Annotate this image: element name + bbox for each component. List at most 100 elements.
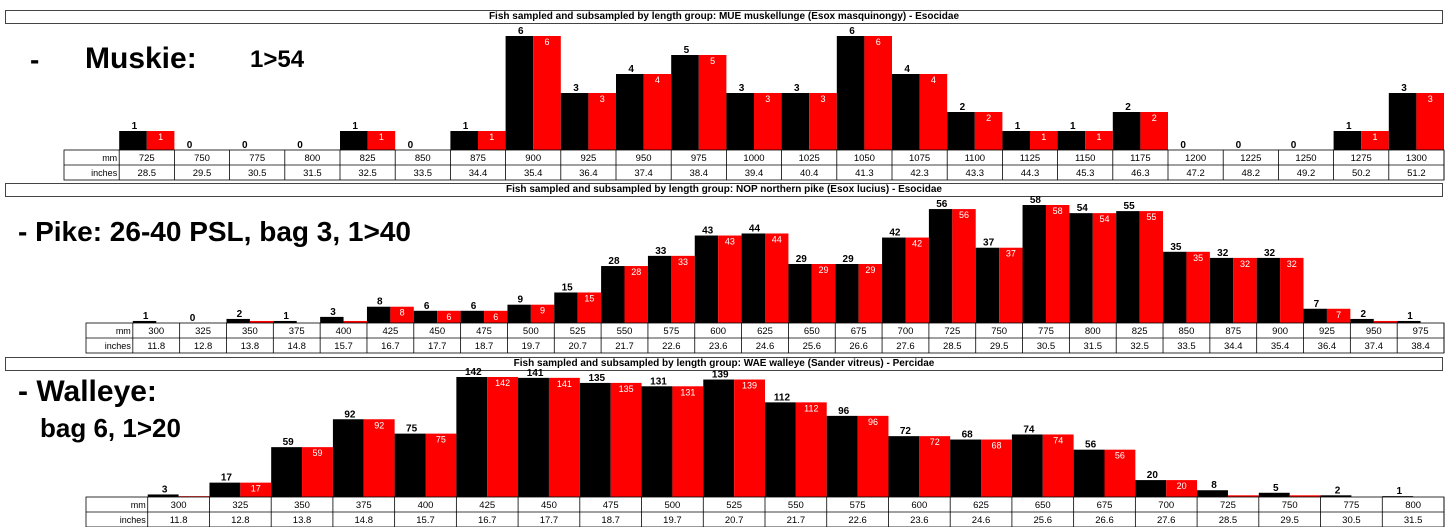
muskie-tick-inches: 50.2 bbox=[1352, 168, 1371, 179]
pike-sampled-count: 1 bbox=[143, 311, 149, 322]
muskie-subsampled-bar bbox=[1361, 131, 1389, 150]
pike-subsampled-bar bbox=[718, 235, 742, 323]
walleye-sampled-count: 59 bbox=[283, 437, 295, 448]
muskie-tick-inches: 36.4 bbox=[579, 168, 598, 179]
walleye-subsampled-bar bbox=[1104, 449, 1136, 497]
muskie-tick-inches: 37.4 bbox=[634, 168, 653, 179]
pike-sampled-count: 9 bbox=[518, 295, 524, 306]
pike-tick-inches: 19.7 bbox=[522, 341, 541, 352]
walleye-panel: Fish sampled and subsampled by length gr… bbox=[0, 357, 1448, 527]
walleye-sampled-bar bbox=[456, 377, 488, 497]
walleye-subsampled-count: 17 bbox=[251, 484, 261, 494]
muskie-sampled-count: 4 bbox=[628, 64, 634, 75]
muskie-row-label-inches: inches bbox=[91, 168, 118, 178]
walleye-sampled-count: 112 bbox=[774, 392, 791, 403]
pike-sampled-count: 15 bbox=[562, 282, 574, 293]
walleye-tick-mm: 650 bbox=[1035, 500, 1051, 511]
pike-sampled-count: 35 bbox=[1170, 242, 1182, 253]
walleye-tick-inches: 28.5 bbox=[1219, 515, 1238, 526]
walleye-sampled-count: 8 bbox=[1211, 480, 1217, 491]
pike-sampled-bar bbox=[601, 266, 625, 323]
muskie-chart-title: Fish sampled and subsampled by length gr… bbox=[5, 10, 1443, 24]
muskie-tick-inches: 41.3 bbox=[855, 168, 874, 179]
muskie-sampled-bar bbox=[119, 131, 147, 150]
pike-subsampled-bar bbox=[765, 233, 789, 323]
pike-subsampled-count: 6 bbox=[446, 312, 451, 322]
muskie-sampled-bar bbox=[1057, 131, 1086, 150]
walleye-tick-inches: 24.6 bbox=[972, 515, 991, 526]
pike-subsampled-count: 28 bbox=[631, 267, 641, 277]
muskie-sampled-count: 0 bbox=[297, 140, 303, 151]
muskie-tick-mm: 1050 bbox=[854, 153, 875, 164]
walleye-note-line2: bag 6, 1>20 bbox=[40, 413, 181, 443]
muskie-tick-inches: 39.4 bbox=[745, 168, 764, 179]
pike-sampled-count: 56 bbox=[936, 199, 948, 210]
muskie-sampled-bar bbox=[1388, 93, 1417, 150]
pike-tick-mm: 975 bbox=[1413, 326, 1429, 337]
walleye-subsampled-bar bbox=[1227, 495, 1259, 497]
pike-sampled-count: 54 bbox=[1077, 203, 1089, 214]
pike-sampled-bar bbox=[1116, 211, 1140, 323]
muskie-tick-inches: 40.4 bbox=[800, 168, 819, 179]
pike-sampled-bar bbox=[1303, 308, 1327, 323]
muskie-subsampled-count: 6 bbox=[876, 37, 881, 47]
walleye-tick-inches: 25.6 bbox=[1034, 515, 1053, 526]
muskie-sampled-count: 1 bbox=[132, 121, 138, 132]
muskie-subsampled-bar bbox=[1140, 112, 1168, 150]
pike-tick-inches: 31.5 bbox=[1084, 341, 1103, 352]
pike-tick-mm: 950 bbox=[1366, 326, 1382, 337]
walleye-sampled-bar bbox=[1382, 496, 1414, 497]
walleye-tick-mm: 800 bbox=[1405, 500, 1421, 511]
pike-sampled-bar bbox=[132, 320, 157, 323]
walleye-note-line1: - Walleye: bbox=[18, 375, 157, 408]
muskie-sampled-count: 0 bbox=[1291, 140, 1297, 151]
walleye-sampled-count: 135 bbox=[588, 373, 605, 384]
pike-tick-inches: 26.6 bbox=[849, 341, 868, 352]
pike-subsampled-count: 6 bbox=[493, 312, 498, 322]
muskie-tick-inches: 30.5 bbox=[248, 168, 267, 179]
muskie-note-name: Muskie: bbox=[85, 42, 197, 75]
pike-tick-inches: 20.7 bbox=[568, 341, 587, 352]
walleye-tick-mm: 450 bbox=[541, 500, 557, 511]
walleye-subsampled-bar bbox=[610, 382, 642, 497]
muskie-subsampled-count: 3 bbox=[1428, 94, 1433, 104]
pike-subsampled-count: 15 bbox=[584, 293, 594, 303]
pike-tick-mm: 400 bbox=[336, 326, 352, 337]
muskie-sampled-bar bbox=[836, 36, 865, 150]
muskie-tick-mm: 950 bbox=[636, 153, 652, 164]
pike-tick-inches: 35.4 bbox=[1271, 341, 1290, 352]
pike-sampled-bar bbox=[507, 304, 531, 323]
walleye-tick-mm: 675 bbox=[1097, 500, 1113, 511]
muskie-sampled-count: 6 bbox=[849, 26, 855, 37]
muskie-sampled-count: 1 bbox=[352, 121, 358, 132]
walleye-sampled-bar bbox=[579, 382, 611, 497]
pike-tick-mm: 750 bbox=[991, 326, 1007, 337]
pike-sampled-count: 29 bbox=[843, 254, 855, 265]
walleye-tick-inches: 15.7 bbox=[416, 515, 435, 526]
muskie-subsampled-bar bbox=[1030, 131, 1058, 150]
walleye-sampled-count: 68 bbox=[962, 430, 974, 441]
muskie-sampled-bar bbox=[1112, 112, 1141, 150]
pike-tick-inches: 22.6 bbox=[662, 341, 681, 352]
walleye-tick-inches: 26.6 bbox=[1095, 515, 1114, 526]
muskie-sampled-count: 1 bbox=[1346, 121, 1352, 132]
walleye-tick-inches: 23.6 bbox=[910, 515, 929, 526]
walleye-tick-inches: 21.7 bbox=[787, 515, 806, 526]
muskie-tick-mm: 825 bbox=[360, 153, 376, 164]
muskie-tick-inches: 38.4 bbox=[690, 168, 709, 179]
pike-subsampled-bar bbox=[484, 310, 508, 323]
pike-sampled-bar bbox=[694, 235, 719, 323]
muskie-sampled-bar bbox=[1002, 131, 1030, 150]
walleye-sampled-count: 1 bbox=[1396, 486, 1402, 497]
walleye-subsampled-bar bbox=[795, 402, 827, 497]
walleye-sampled-bar bbox=[1135, 480, 1167, 497]
muskie-subsampled-count: 1 bbox=[489, 132, 494, 142]
walleye-subsampled-count: 139 bbox=[742, 381, 757, 391]
walleye-chart-title: Fish sampled and subsampled by length gr… bbox=[5, 357, 1443, 371]
walleye-sampled-bar bbox=[518, 377, 549, 497]
walleye-subsampled-bar bbox=[734, 379, 765, 497]
walleye-tick-mm: 775 bbox=[1343, 500, 1359, 511]
pike-sampled-count: 55 bbox=[1124, 201, 1136, 212]
pike-tick-mm: 625 bbox=[757, 326, 773, 337]
pike-subsampled-bar bbox=[1373, 320, 1398, 323]
